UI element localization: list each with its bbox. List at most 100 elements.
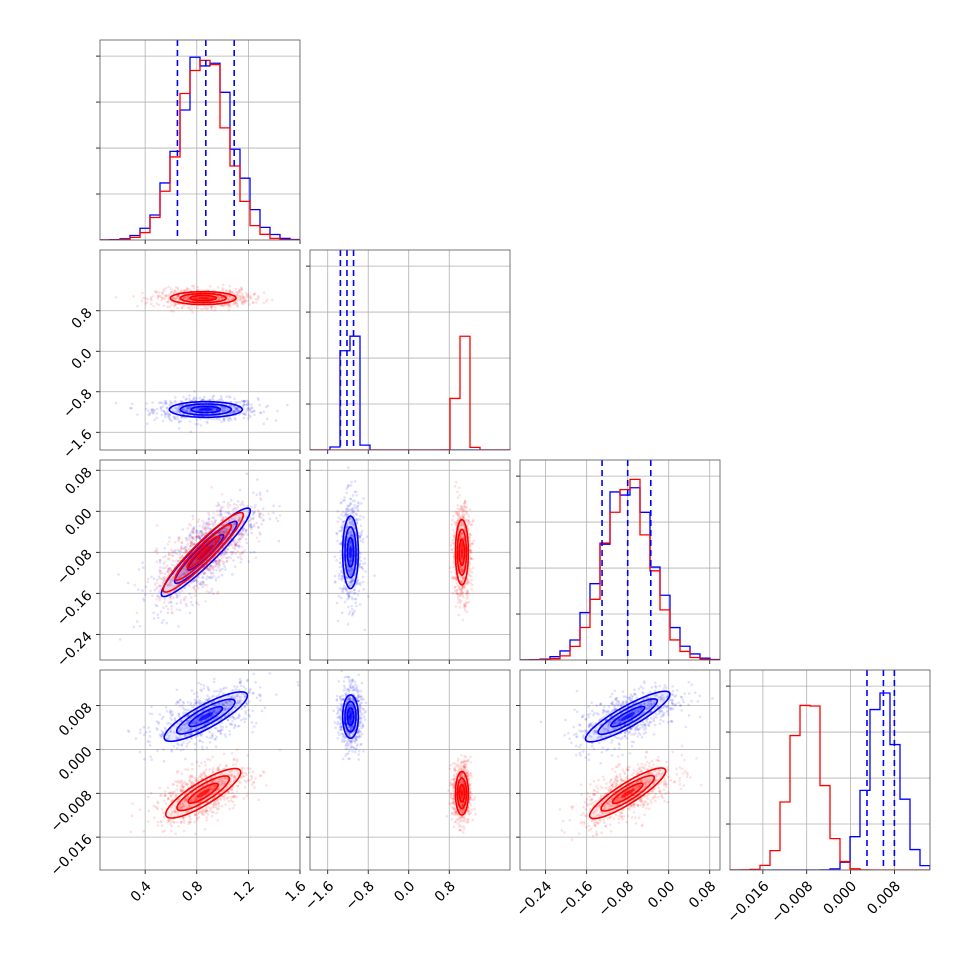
scatter-point bbox=[188, 394, 191, 397]
scatter-point bbox=[244, 413, 247, 417]
scatter-point bbox=[185, 604, 188, 608]
scatter-point bbox=[238, 552, 242, 556]
scatter-point bbox=[337, 595, 341, 598]
scatter-point bbox=[455, 511, 458, 515]
scatter-point bbox=[465, 591, 468, 595]
scatter-point bbox=[358, 555, 362, 559]
scatter-point bbox=[220, 506, 223, 509]
scatter-point bbox=[183, 730, 186, 733]
scatter-point bbox=[174, 290, 178, 294]
scatter-point bbox=[225, 530, 229, 534]
scatter-point bbox=[205, 307, 208, 311]
scatter-point bbox=[456, 511, 460, 514]
scatter-point bbox=[258, 491, 262, 494]
scatter-point bbox=[469, 568, 472, 571]
scatter-point bbox=[215, 564, 218, 568]
scatter-point bbox=[460, 543, 463, 546]
scatter-point bbox=[226, 303, 229, 306]
scatter-point bbox=[164, 415, 167, 419]
scatter-point bbox=[191, 306, 194, 310]
scatter-point bbox=[242, 296, 246, 299]
scatter-point bbox=[258, 686, 262, 689]
scatter-point bbox=[242, 416, 246, 420]
scatter-point bbox=[221, 399, 224, 403]
scatter-point bbox=[162, 410, 166, 413]
scatter-point bbox=[349, 569, 353, 572]
scatter-point bbox=[246, 417, 250, 420]
scatter-point bbox=[341, 587, 345, 591]
scatter-point bbox=[472, 539, 475, 543]
scatter-point bbox=[469, 574, 473, 578]
scatter-point bbox=[184, 297, 188, 300]
scatter-point bbox=[229, 695, 233, 699]
scatter-point bbox=[215, 568, 218, 572]
scatter-point bbox=[225, 289, 228, 292]
scatter-point bbox=[130, 402, 134, 406]
scatter-point bbox=[246, 678, 250, 682]
panel-2-1 bbox=[306, 459, 511, 664]
scatter-point bbox=[455, 520, 459, 523]
scatter-point bbox=[249, 524, 253, 527]
scatter-point bbox=[231, 291, 234, 294]
scatter-point bbox=[220, 296, 223, 299]
scatter-point bbox=[467, 535, 471, 539]
scatter-point bbox=[226, 503, 230, 507]
scatter-point bbox=[450, 518, 454, 522]
scatter-point bbox=[464, 509, 468, 513]
scatter-point bbox=[242, 520, 246, 523]
scatter-point bbox=[210, 576, 214, 580]
scatter-point bbox=[257, 296, 260, 299]
scatter-point bbox=[340, 501, 343, 504]
scatter-point bbox=[219, 550, 222, 553]
scatter-point bbox=[242, 522, 246, 526]
scatter-point bbox=[155, 587, 158, 591]
scatter-point bbox=[456, 595, 460, 599]
scatter-point bbox=[209, 528, 213, 531]
scatter-point bbox=[235, 544, 239, 548]
scatter-point bbox=[464, 506, 467, 509]
scatter-point bbox=[219, 304, 223, 307]
scatter-point bbox=[467, 528, 470, 531]
scatter-point bbox=[471, 566, 475, 570]
scatter-point bbox=[185, 571, 189, 574]
scatter-point bbox=[241, 300, 245, 304]
scatter-point bbox=[184, 595, 187, 599]
scatter-point bbox=[459, 523, 463, 527]
scatter-point bbox=[251, 301, 255, 305]
scatter-point bbox=[164, 706, 168, 709]
scatter-point bbox=[277, 539, 281, 543]
scatter-point bbox=[238, 298, 242, 302]
scatter-point bbox=[459, 523, 463, 527]
scatter-point bbox=[205, 698, 208, 701]
scatter-point bbox=[178, 729, 181, 733]
scatter-point bbox=[185, 410, 188, 413]
scatter-point bbox=[245, 703, 248, 706]
scatter-point bbox=[460, 580, 464, 583]
scatter-point bbox=[362, 516, 365, 519]
scatter-point bbox=[460, 589, 464, 592]
scatter-point bbox=[203, 527, 207, 530]
scatter-point bbox=[174, 400, 177, 404]
scatter-point bbox=[234, 418, 237, 421]
scatter-point bbox=[168, 708, 172, 712]
scatter-point bbox=[181, 572, 185, 576]
scatter-point bbox=[256, 298, 259, 301]
scatter-point bbox=[208, 527, 211, 530]
scatter-point bbox=[356, 593, 360, 597]
scatter-point bbox=[239, 555, 242, 559]
scatter-point bbox=[232, 405, 236, 409]
scatter-point bbox=[194, 579, 197, 582]
scatter-point bbox=[344, 512, 348, 516]
scatter-point bbox=[146, 580, 149, 584]
scatter-point bbox=[466, 577, 469, 581]
scatter-point bbox=[177, 743, 181, 747]
scatter-point bbox=[346, 504, 349, 508]
scatter-point bbox=[229, 498, 233, 502]
scatter-point bbox=[360, 566, 363, 569]
scatter-point bbox=[197, 576, 201, 579]
scatter-point bbox=[346, 566, 350, 570]
scatter-point bbox=[213, 308, 217, 312]
scatter-point bbox=[156, 728, 159, 731]
scatter-point bbox=[250, 525, 254, 529]
scatter-point bbox=[191, 540, 194, 544]
